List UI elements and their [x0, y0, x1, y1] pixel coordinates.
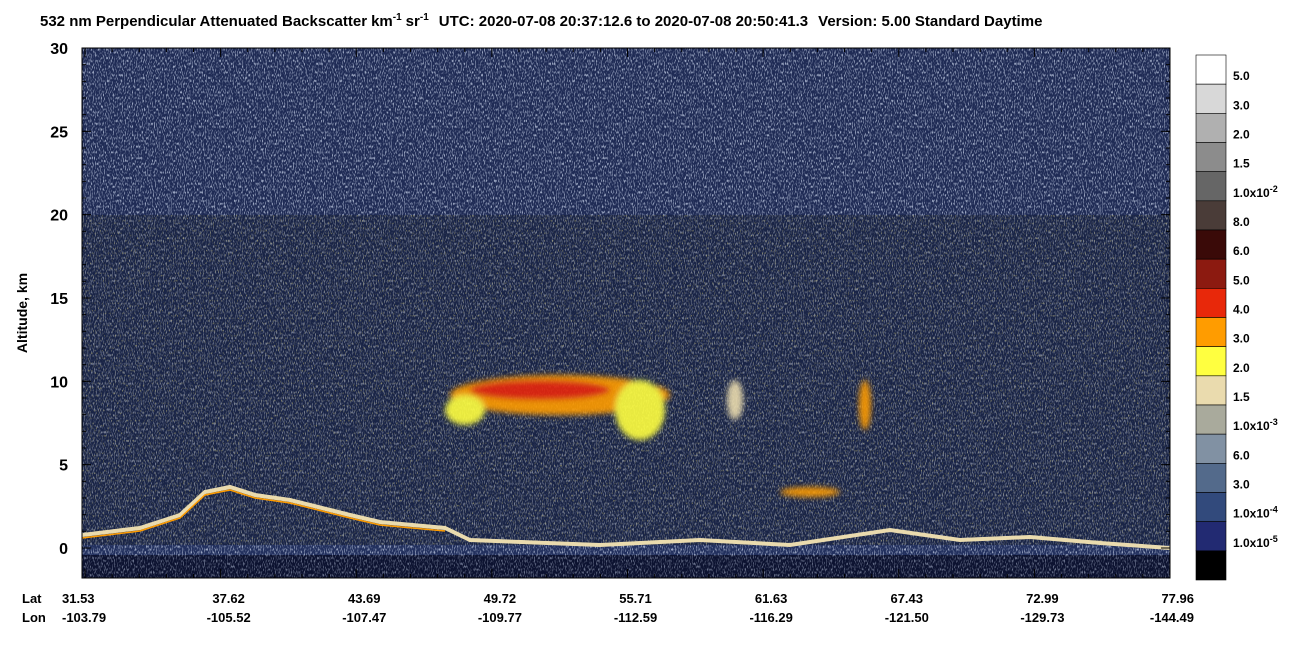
colorbar-label-exponent: -4: [1270, 505, 1278, 515]
colorbar-swatch: [1195, 83, 1227, 114]
x-tick-label: -129.73: [1020, 610, 1064, 625]
colorbar-label: 1.5: [1233, 157, 1250, 171]
colorbar-label-text: 1.5: [1233, 390, 1250, 404]
colorbar-label: 2.0: [1233, 361, 1250, 375]
colorbar-label-text: 3.0: [1233, 332, 1250, 346]
colorbar-label: 6.0: [1233, 244, 1250, 258]
colorbar-swatch: [1195, 433, 1227, 464]
colorbar-label-text: 1.0x10: [1233, 507, 1270, 521]
colorbar-label: 5.0: [1233, 69, 1250, 83]
colorbar-label: 4.0: [1233, 303, 1250, 317]
colorbar-swatch: [1195, 375, 1227, 406]
colorbar-label-text: 1.0x10: [1233, 419, 1270, 433]
colorbar-swatch: [1195, 288, 1227, 318]
colorbar-swatch: [1195, 171, 1227, 202]
colorbar-label-text: 6.0: [1233, 448, 1250, 462]
y-tick-label: 25: [50, 124, 68, 141]
colorbar-label-exponent: -5: [1270, 534, 1278, 544]
colorbar-label-text: 6.0: [1233, 244, 1250, 258]
y-tick-label: 20: [50, 208, 68, 225]
colorbar-label: 3.0: [1233, 98, 1250, 112]
x-tick-label: -121.50: [885, 610, 929, 625]
colorbar-swatch: [1195, 463, 1227, 493]
x-tick-label: 55.71: [619, 591, 652, 606]
x-tick-label: 37.62: [212, 591, 245, 606]
x-tick-label: 72.99: [1026, 591, 1059, 606]
colorbar-swatch: [1195, 258, 1227, 289]
colorbar-label-text: 5.0: [1233, 69, 1250, 83]
x-tick-label: 67.43: [890, 591, 923, 606]
colorbar-label: 1.0x10-3: [1233, 417, 1278, 433]
colorbar-label-exponent: -3: [1270, 417, 1278, 427]
colorbar-label-text: 4.0: [1233, 303, 1250, 317]
colorbar-swatch: [1195, 521, 1227, 552]
y-tick-label: 10: [50, 374, 68, 391]
x-tick-label: 61.63: [755, 591, 788, 606]
x-tick-label: -144.49: [1150, 610, 1194, 625]
colorbar-swatch: [1195, 142, 1227, 172]
colorbar-label-exponent: -2: [1270, 184, 1278, 194]
y-tick-label: 5: [59, 458, 68, 475]
colorbar-label: 6.0: [1233, 448, 1250, 462]
plot-frame: [81, 47, 1171, 579]
colorbar-label: 5.0: [1233, 273, 1250, 287]
colorbar-label: 3.0: [1233, 332, 1250, 346]
colorbar-label-text: 8.0: [1233, 215, 1250, 229]
colorbar-label: 1.5: [1233, 390, 1250, 404]
x-tick-label: 49.72: [484, 591, 517, 606]
y-tick-label: 30: [50, 41, 68, 58]
colorbar-swatch: [1195, 317, 1227, 347]
colorbar-label: 1.0x10-5: [1233, 534, 1278, 550]
colorbar-swatch: [1195, 229, 1227, 260]
colorbar-label-text: 5.0: [1233, 273, 1250, 287]
colorbar-label-text: 2.0: [1233, 128, 1250, 142]
colorbar-label-text: 3.0: [1233, 478, 1250, 492]
colorbar-swatch: [1195, 550, 1227, 581]
x-tick-label: -107.47: [342, 610, 386, 625]
x-tick-label: -109.77: [478, 610, 522, 625]
colorbar-label-text: 1.0x10: [1233, 536, 1270, 550]
colorbar-label-text: 1.5: [1233, 157, 1250, 171]
colorbar-label: 1.0x10-4: [1233, 505, 1278, 521]
colorbar-swatch: [1195, 54, 1227, 85]
x-tick-label: -103.79: [62, 610, 106, 625]
colorbar-swatch: [1195, 404, 1227, 435]
colorbar-label-text: 2.0: [1233, 361, 1250, 375]
x-tick-label: 77.96: [1161, 591, 1194, 606]
colorbar-label: 3.0: [1233, 478, 1250, 492]
x-row-name: Lon: [22, 610, 46, 625]
y-axis-label: Altitude, km: [14, 273, 30, 353]
colorbar-label-text: 1.0x10: [1233, 186, 1270, 200]
colorbar-swatch: [1195, 113, 1227, 143]
x-tick-label: 43.69: [348, 591, 381, 606]
colorbar-label-text: 3.0: [1233, 98, 1250, 112]
backscatter-image: [82, 48, 1170, 578]
colorbar-label: 2.0: [1233, 128, 1250, 142]
y-tick-label: 0: [59, 541, 68, 558]
x-tick-label: -112.59: [614, 610, 657, 625]
x-tick-label: 31.53: [62, 591, 95, 606]
colorbar-label: 1.0x10-2: [1233, 184, 1278, 200]
colorbar-swatch: [1195, 492, 1227, 522]
x-row-name: Lat: [22, 591, 42, 606]
colorbar-swatch: [1195, 200, 1227, 231]
y-tick-label: 15: [50, 291, 68, 308]
chart-title: 532 nm Perpendicular Attenuated Backscat…: [40, 12, 1042, 30]
x-tick-label: -116.29: [749, 610, 792, 625]
x-tick-label: -105.52: [207, 610, 251, 625]
colorbar-swatch: [1195, 346, 1227, 377]
colorbar-label: 8.0: [1233, 215, 1250, 229]
